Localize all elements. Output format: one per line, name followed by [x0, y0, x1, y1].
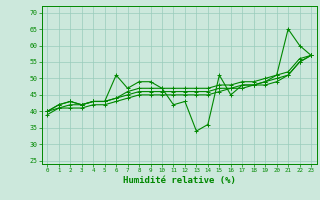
X-axis label: Humidité relative (%): Humidité relative (%)	[123, 176, 236, 185]
